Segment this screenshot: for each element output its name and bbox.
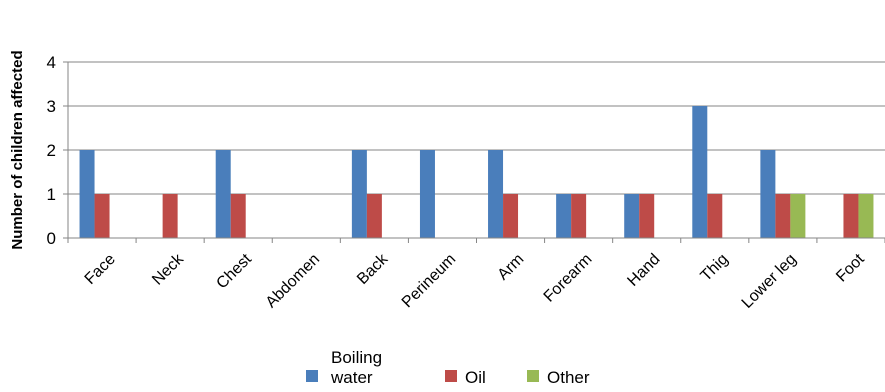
x-category-label: Abdomen (263, 251, 323, 311)
legend-swatch-boiling-water (306, 370, 318, 382)
legend-swatch-other (527, 370, 539, 382)
bar-face-oil (94, 194, 110, 238)
x-category-label: Neck (149, 250, 188, 289)
bars (79, 106, 874, 238)
bar-lower-leg-boiling-water (760, 150, 776, 238)
x-category-label: Perineum (399, 251, 459, 311)
bar-neck-oil (162, 194, 178, 238)
bar-lower-leg-oil (775, 194, 791, 238)
y-tick-label: 4 (47, 53, 56, 72)
bar-back-oil (366, 194, 382, 238)
bar-forearm-boiling-water (556, 194, 572, 238)
x-category-label: Arm (495, 251, 528, 284)
bar-back-boiling-water (351, 150, 367, 238)
legend: Boiling water Oil Other (306, 348, 590, 387)
bar-perineum-boiling-water (419, 150, 435, 238)
legend-swatch-oil (445, 370, 457, 382)
bar-thig-boiling-water (692, 106, 708, 238)
axis-labels: 0 1 2 3 4 Face Neck Chest Abdomen Back Perineum Arm… (47, 53, 869, 312)
legend-label-other: Other (547, 368, 590, 387)
x-category-label: Lower leg (739, 251, 800, 312)
bar-chest-oil (230, 194, 246, 238)
bar-foot-other (858, 194, 874, 238)
bar-thig-oil (707, 194, 723, 238)
x-category-label: Thig (698, 251, 732, 285)
y-axis-title: Number of children affected (9, 50, 26, 249)
bar-chest-boiling-water (215, 150, 231, 238)
y-tick-label: 2 (47, 141, 56, 160)
y-tick-label: 3 (47, 97, 56, 116)
x-category-label: Forearm (541, 251, 596, 306)
bar-face-boiling-water (79, 150, 95, 238)
bar-arm-boiling-water (488, 150, 504, 238)
bar-foot-oil (843, 194, 859, 238)
x-category-label: Hand (624, 251, 663, 290)
axes (63, 61, 885, 243)
y-tick-label: 1 (47, 185, 56, 204)
bar-forearm-oil (571, 194, 587, 238)
x-category-label: Back (354, 250, 392, 288)
bar-hand-boiling-water (624, 194, 640, 238)
y-tick-label: 0 (47, 229, 56, 248)
legend-label-oil: Oil (465, 368, 486, 387)
bar-hand-oil (639, 194, 655, 238)
x-category-label: Chest (213, 250, 255, 292)
gridlines (68, 61, 885, 195)
bar-arm-oil (503, 194, 519, 238)
x-category-label: Foot (833, 250, 868, 285)
bar-lower-leg-other (790, 194, 806, 238)
x-category-label: Face (82, 251, 119, 288)
legend-label-boiling-water: Boiling water (330, 348, 382, 387)
